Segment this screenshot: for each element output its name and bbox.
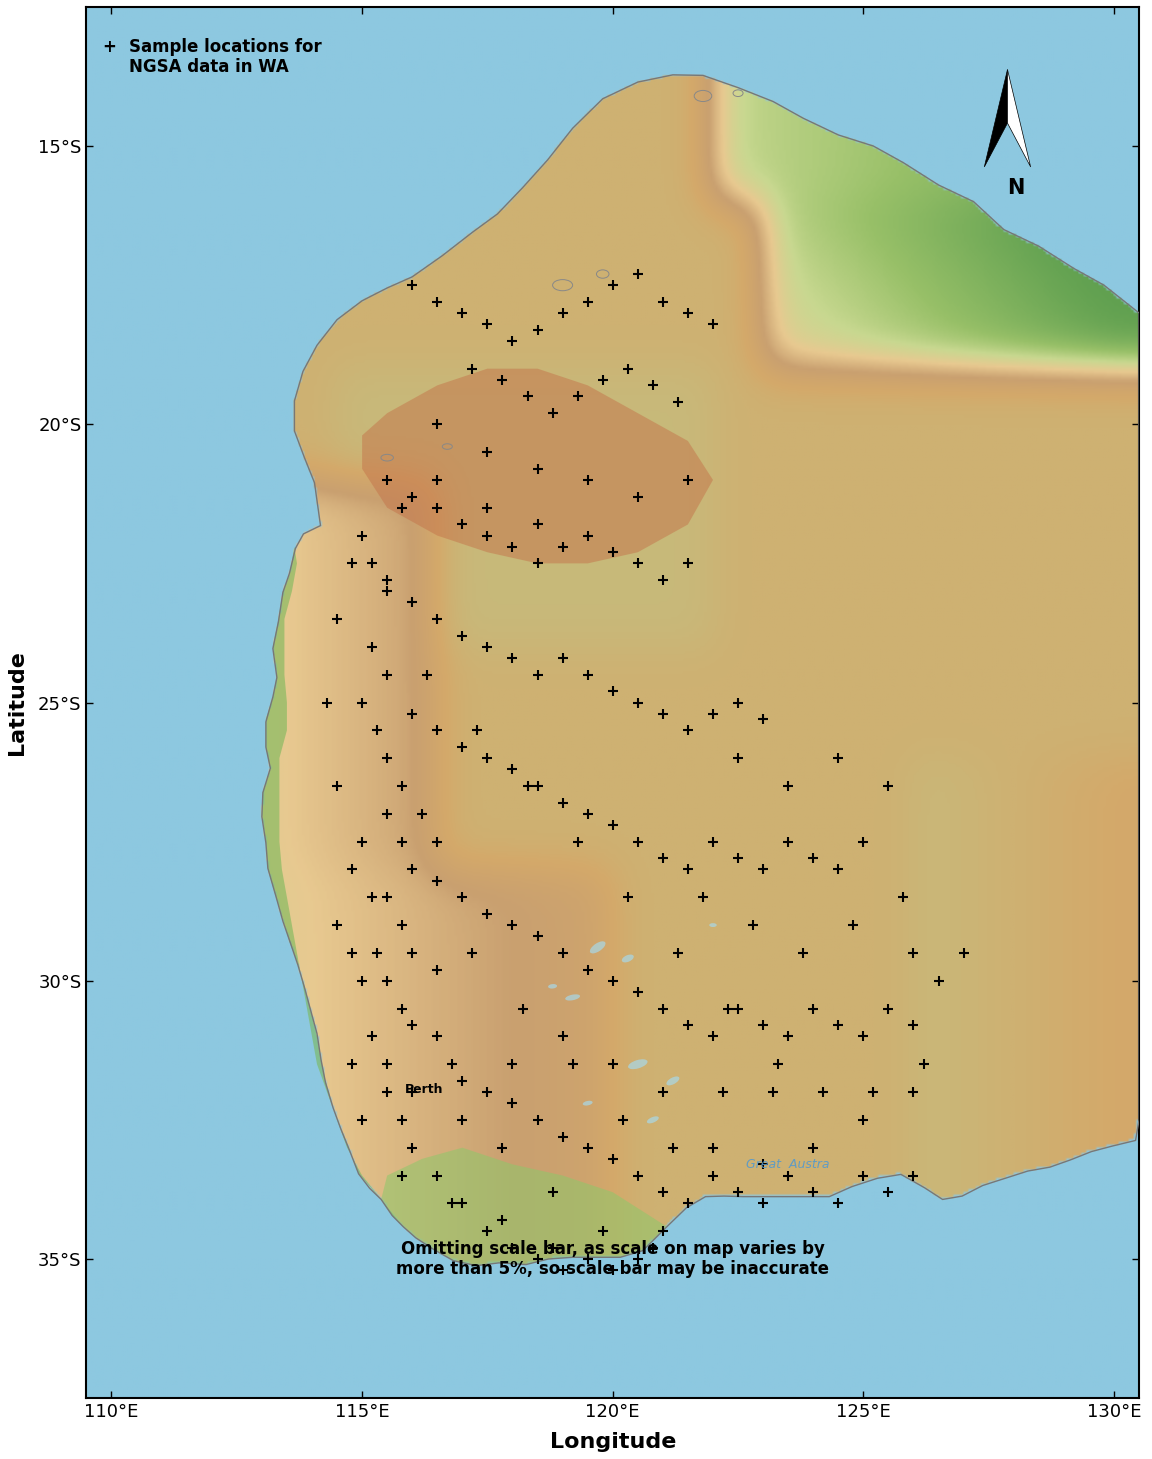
- Text: Great  Austra: Great Austra: [746, 1158, 829, 1172]
- Ellipse shape: [622, 954, 634, 963]
- X-axis label: Longitude: Longitude: [550, 1433, 676, 1452]
- Text: N: N: [1007, 178, 1024, 198]
- Text: Omitting scale bar, as scale on map varies by
more than 5%, so scale bar may be : Omitting scale bar, as scale on map vari…: [396, 1240, 829, 1278]
- Ellipse shape: [566, 995, 581, 1001]
- Polygon shape: [984, 70, 1008, 166]
- Polygon shape: [1008, 70, 1031, 166]
- Text: +: +: [103, 38, 116, 55]
- PathPatch shape: [362, 369, 713, 563]
- Y-axis label: Latitude: Latitude: [7, 651, 26, 754]
- Ellipse shape: [590, 941, 606, 953]
- Ellipse shape: [647, 1116, 659, 1123]
- Ellipse shape: [583, 1100, 592, 1106]
- Ellipse shape: [666, 1077, 680, 1085]
- PathPatch shape: [262, 547, 403, 1227]
- Text: Perth: Perth: [404, 1083, 444, 1096]
- Ellipse shape: [710, 924, 717, 926]
- Ellipse shape: [548, 983, 558, 989]
- PathPatch shape: [381, 1148, 667, 1265]
- Text: Sample locations for
NGSA data in WA: Sample locations for NGSA data in WA: [129, 38, 321, 76]
- Ellipse shape: [628, 1059, 647, 1069]
